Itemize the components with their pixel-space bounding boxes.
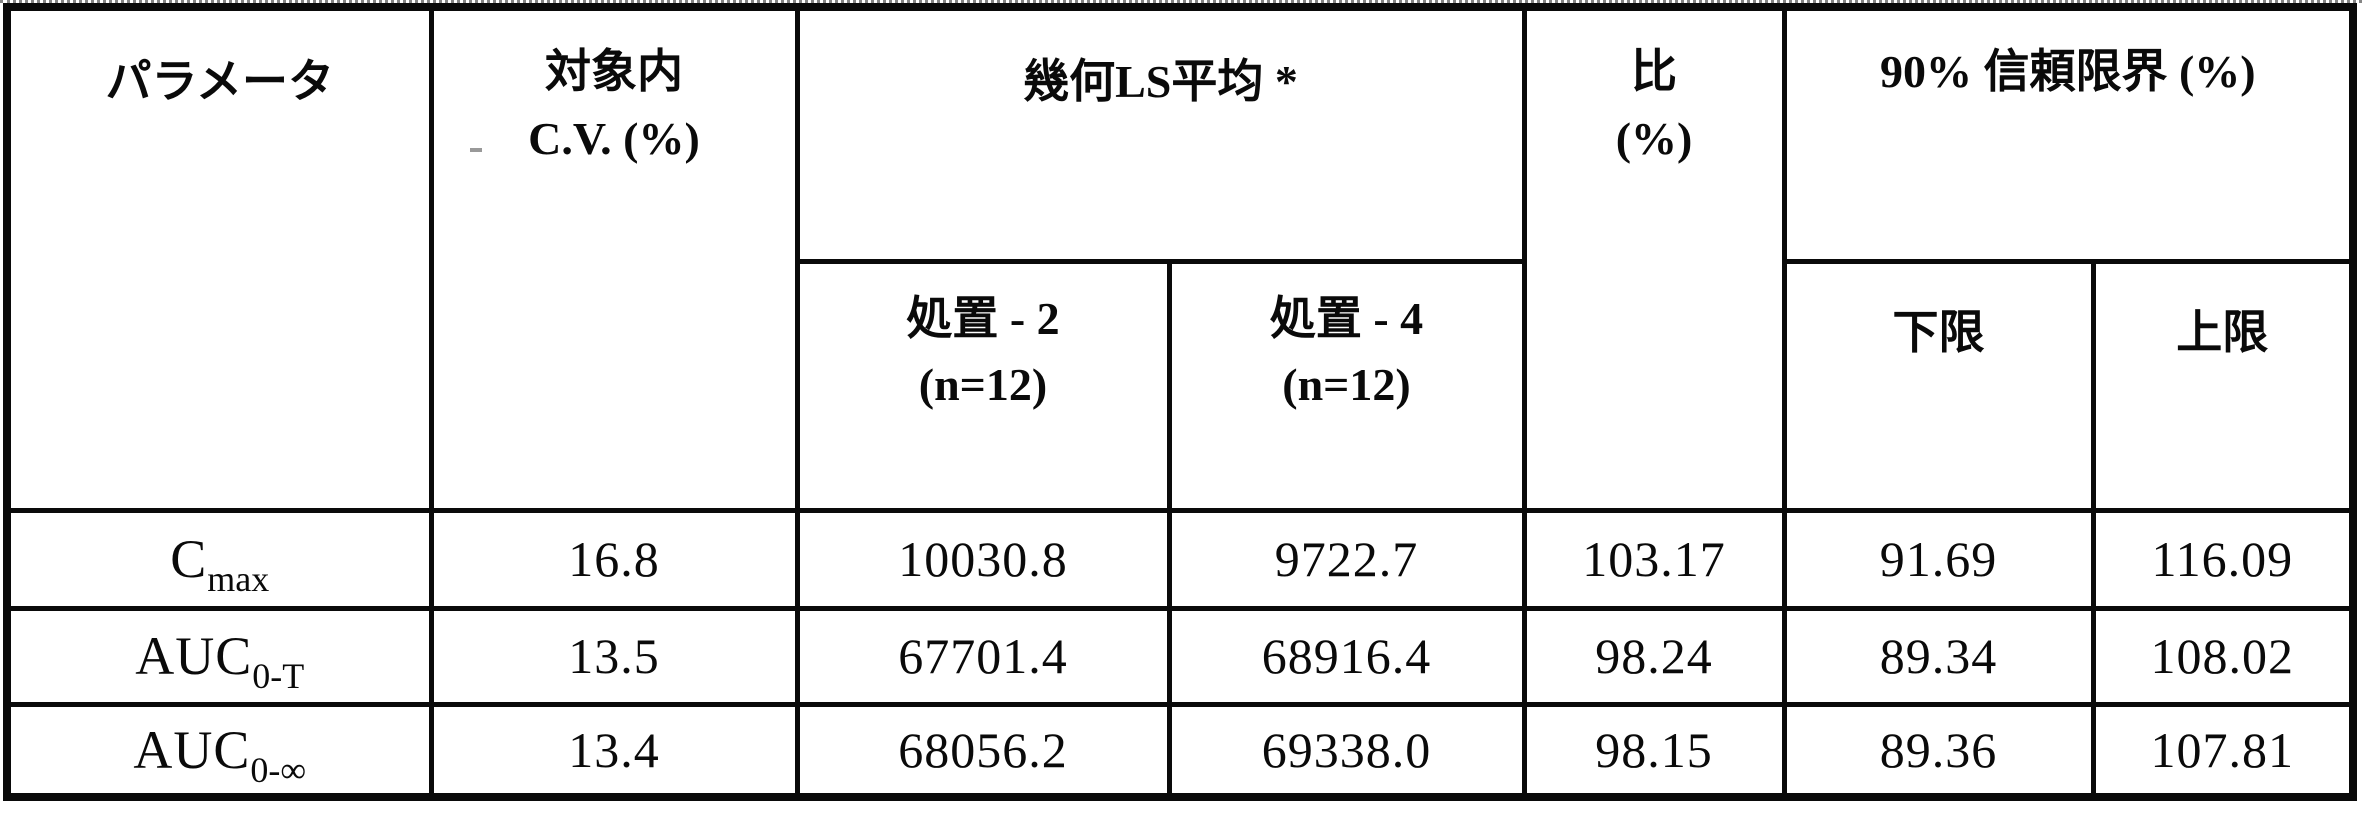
header-cv-line1: 対象内 xyxy=(545,46,683,97)
cell-cv: 13.5 xyxy=(428,605,800,707)
header-parameter-label: パラメータ xyxy=(105,56,335,107)
cell-cv: 16.8 xyxy=(428,507,800,611)
cell-param-auc0t: AUC0-T xyxy=(4,605,434,707)
subheader-treatment-4: 処置 - 4 (n=12) xyxy=(1166,258,1527,513)
table-row-cmax: Cmax 16.8 10030.8 9722.7 103.17 91.69 11… xyxy=(4,507,2356,611)
cell-ratio: 103.17 xyxy=(1521,507,1787,611)
cell-upper: 116.09 xyxy=(2090,507,2356,611)
cell-treatment2: 67701.4 xyxy=(794,605,1172,707)
cell-cv: 13.4 xyxy=(428,701,800,800)
bioequivalence-table: パラメータ 対象内 C.V. (%) 幾何LS平均 * 比 (%) 90% 信頼… xyxy=(3,3,2358,801)
param-subscript: 0-∞ xyxy=(250,749,307,790)
header-geometric-ls-mean-label: 幾何LS平均 * xyxy=(1023,56,1298,107)
subheader-upper-limit: 上限 xyxy=(2090,258,2356,513)
subheader-treatment-4-line1: 処置 - 4 xyxy=(1269,292,1424,344)
cell-param-auc0inf: AUC0-∞ xyxy=(4,701,434,800)
cell-lower: 91.69 xyxy=(1781,507,2096,611)
subheader-treatment-4-line2: (n=12) xyxy=(1282,359,1411,411)
header-confidence-limits: 90% 信頼限界 (%) xyxy=(1781,4,2356,264)
cell-ratio: 98.24 xyxy=(1521,605,1787,707)
cell-treatment4: 9722.7 xyxy=(1166,507,1527,611)
header-geometric-ls-mean: 幾何LS平均 * xyxy=(794,4,1527,264)
cell-treatment4: 68916.4 xyxy=(1166,605,1527,707)
param-subscript: 0-T xyxy=(252,656,305,696)
subheader-treatment-2-line2: (n=12) xyxy=(918,359,1048,411)
param-base: AUC xyxy=(133,719,251,780)
scan-artifact-dot xyxy=(470,148,482,152)
param-base: AUC xyxy=(135,626,253,686)
cell-treatment2: 68056.2 xyxy=(794,701,1172,800)
subheader-lower-limit: 下限 xyxy=(1781,258,2096,513)
header-row-1: パラメータ 対象内 C.V. (%) 幾何LS平均 * 比 (%) 90% 信頼… xyxy=(4,4,2356,513)
header-cv-line2: C.V. (%) xyxy=(528,112,700,164)
param-base: C xyxy=(170,529,208,589)
subheader-lower-limit-label: 下限 xyxy=(1892,306,1985,358)
header-ratio: 比 (%) xyxy=(1521,4,1787,513)
subheader-upper-limit-label: 上限 xyxy=(2176,306,2269,358)
header-row-2: 処置 - 2 (n=12) 処置 - 4 (n=12) 下限 上限 xyxy=(7,258,2356,513)
header-ratio-line2: (%) xyxy=(1615,112,1693,164)
param-subscript: max xyxy=(207,559,270,599)
subheader-treatment-2-line1: 処置 - 2 xyxy=(906,292,1060,344)
header-confidence-limits-label: 90% 信頼限界 (%) xyxy=(1879,46,2256,97)
cell-param-cmax: Cmax xyxy=(4,507,434,611)
cell-treatment4: 69338.0 xyxy=(1166,701,1527,800)
table-row-auc0inf: AUC0-∞ 13.4 68056.2 69338.0 98.15 89.36 … xyxy=(4,701,2356,800)
header-ratio-line1: 比 xyxy=(1631,46,1678,97)
cell-upper: 107.81 xyxy=(2090,701,2356,800)
cell-treatment2: 10030.8 xyxy=(794,507,1172,611)
cell-upper: 108.02 xyxy=(2090,605,2356,707)
cell-ratio: 98.15 xyxy=(1521,701,1787,800)
cell-lower: 89.36 xyxy=(1781,701,2096,800)
cell-lower: 89.34 xyxy=(1781,605,2096,707)
table-row-auc0t: AUC0-T 13.5 67701.4 68916.4 98.24 89.34 … xyxy=(4,605,2356,707)
scan-artifact-top-edge xyxy=(0,0,2362,3)
header-parameter: パラメータ xyxy=(4,4,434,513)
header-intrasubject-cv: 対象内 C.V. (%) xyxy=(428,4,800,513)
subheader-treatment-2: 処置 - 2 (n=12) xyxy=(794,258,1172,513)
